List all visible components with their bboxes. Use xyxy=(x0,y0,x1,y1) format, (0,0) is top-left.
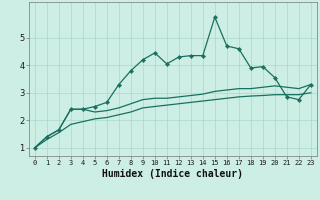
X-axis label: Humidex (Indice chaleur): Humidex (Indice chaleur) xyxy=(102,169,243,179)
